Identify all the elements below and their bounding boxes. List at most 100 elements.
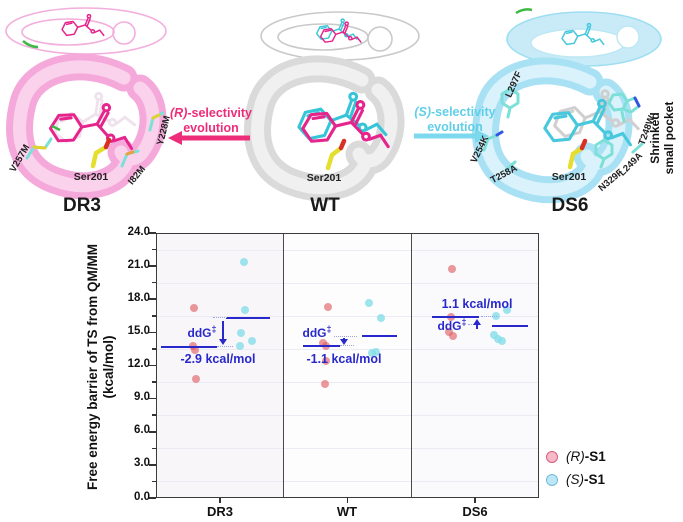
dr3-pocket xyxy=(20,67,163,186)
y-tick-label: 15.0 xyxy=(127,324,150,337)
y-tick-major xyxy=(149,464,156,466)
y-tick-major xyxy=(149,430,156,433)
y-axis-label: Free energy barrier of TS from QM/MM (kc… xyxy=(85,243,116,491)
gridline xyxy=(157,315,538,317)
dotted-guide xyxy=(468,323,476,325)
gridline xyxy=(157,415,538,417)
panel-title-dr3: DR3 xyxy=(62,195,101,216)
dotted-guide xyxy=(213,316,227,318)
plot-panel-wt xyxy=(283,233,412,498)
y-tick-minor xyxy=(152,447,156,449)
dotted-guide xyxy=(340,345,354,347)
ddg-arrow-shaft xyxy=(476,323,478,330)
gridline xyxy=(157,382,538,384)
y-tick-minor xyxy=(152,480,156,483)
ser201-oh xyxy=(338,138,347,151)
dotted-guide xyxy=(334,335,357,337)
data-point-r xyxy=(320,380,329,389)
data-point-s xyxy=(364,298,373,307)
data-point-s xyxy=(503,306,512,315)
y-tick-label: 9.0 xyxy=(134,391,150,404)
gridline xyxy=(157,481,538,483)
data-point-s xyxy=(240,306,249,315)
ddg-arrow-head xyxy=(339,338,348,345)
y-tick-label: 18.0 xyxy=(127,291,150,304)
ser201-oh xyxy=(579,138,588,151)
plot-panel-dr3 xyxy=(156,233,284,498)
data-point-s xyxy=(498,337,507,346)
x-tick xyxy=(474,498,476,503)
ser201-label: Ser201 xyxy=(306,172,342,184)
mean-line-s xyxy=(492,325,528,328)
ser201-stick xyxy=(90,144,109,169)
y-tick-minor xyxy=(152,315,156,317)
x-tick xyxy=(346,498,349,503)
y-tick-major xyxy=(149,364,156,367)
ddg-value-label: -2.9 kcal/mol xyxy=(180,352,256,366)
data-point-s xyxy=(371,348,380,357)
dotted-guide xyxy=(217,345,233,347)
mean-line-r xyxy=(303,345,340,348)
dotted-guide xyxy=(481,315,497,317)
mean-line-s xyxy=(362,335,397,338)
wt-top-ellipse xyxy=(260,11,420,61)
legend-marker-s xyxy=(546,473,558,486)
data-point-r xyxy=(188,341,197,350)
s-selectivity-label: (S)-selectivity evolution xyxy=(414,105,496,134)
y-tick-label: 12.0 xyxy=(127,358,150,370)
shrinked-pocket-note: Shrinked small pocket xyxy=(648,101,676,175)
category-label-dr3: DR3 xyxy=(206,504,233,519)
y-tick-major xyxy=(149,232,156,234)
ser201-oh xyxy=(103,137,112,150)
data-point-r xyxy=(189,304,198,313)
gridline xyxy=(157,249,538,251)
panel-title-wt: WT xyxy=(310,195,340,216)
ddg-arrow-shaft xyxy=(222,320,224,341)
data-point-s xyxy=(235,341,244,350)
y-tick-major xyxy=(149,497,156,499)
ser201-stick xyxy=(325,145,344,171)
ddg-label: ddG‡ xyxy=(302,324,332,340)
data-point-s xyxy=(376,314,385,323)
ds6-residue-sticks xyxy=(482,87,644,172)
ser201-stick xyxy=(567,145,585,170)
data-point-s xyxy=(239,257,248,266)
ddg-label: ddG‡ xyxy=(187,324,217,340)
mean-line-r xyxy=(432,315,479,318)
ser201-label: Ser201 xyxy=(551,171,587,183)
panel-separator xyxy=(410,233,413,498)
y-tick-label: 0.0 xyxy=(134,490,150,503)
y-tick-label: 6.0 xyxy=(134,424,150,437)
data-point-r xyxy=(323,302,332,311)
legend-item-r: (R)-S1 xyxy=(546,445,606,468)
r-selectivity-arrow xyxy=(168,131,250,145)
data-point-r xyxy=(448,265,457,274)
y-tick-minor xyxy=(152,281,156,284)
data-point-r xyxy=(449,331,458,340)
panel-separator xyxy=(283,233,285,498)
y-tick-major xyxy=(149,265,156,267)
data-point-s xyxy=(490,330,499,339)
legend-marker-r xyxy=(546,450,558,463)
legend-item-s: (S)-S1 xyxy=(546,468,606,491)
y-tick-major xyxy=(149,298,156,301)
x-tick xyxy=(219,498,221,503)
ddg-arrow-head xyxy=(218,338,227,345)
r-selectivity-label: (R)-selectivity evolution xyxy=(170,106,252,135)
ser201-label: Ser201 xyxy=(73,171,109,183)
ddg-value-label: -1.1 kcal/mol xyxy=(306,352,382,366)
data-point-r xyxy=(191,374,200,383)
mutation-site-green-mark xyxy=(22,40,39,49)
data-point-s xyxy=(236,329,245,338)
mean-line-r xyxy=(161,345,217,348)
ds6-pocket xyxy=(482,71,644,190)
s-selectivity-arrow xyxy=(414,129,489,143)
gridline xyxy=(157,348,538,350)
y-tick-major xyxy=(149,331,156,334)
ds6-top-ellipse xyxy=(506,8,662,67)
y-tick-minor xyxy=(152,248,156,251)
ddg-value-label: 1.1 kcal/mol xyxy=(441,297,513,311)
y-tick-label: 24.0 xyxy=(127,225,150,238)
y-tick-major xyxy=(149,397,156,400)
